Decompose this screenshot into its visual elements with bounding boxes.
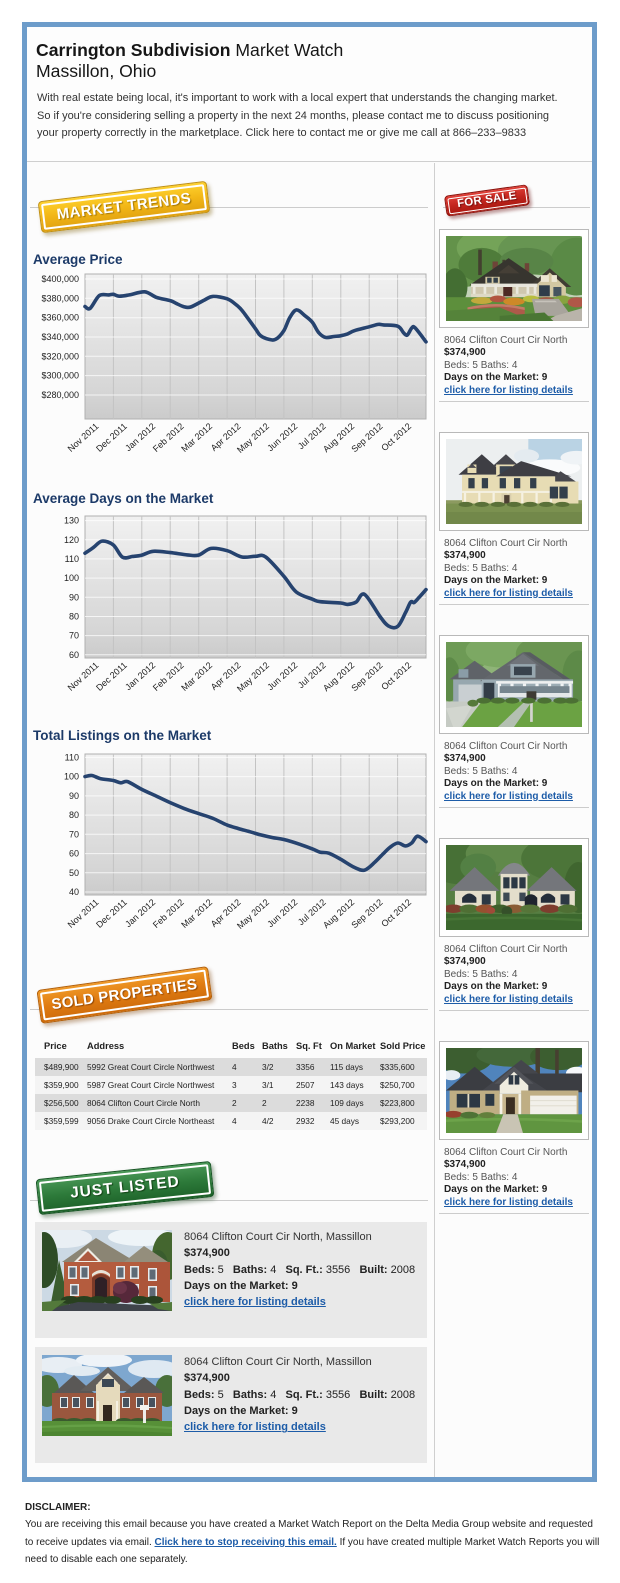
svg-text:$280,000: $280,000 bbox=[41, 390, 79, 400]
svg-text:Oct 2012: Oct 2012 bbox=[379, 897, 413, 929]
svg-text:Jun 2012: Jun 2012 bbox=[265, 660, 299, 692]
svg-text:70: 70 bbox=[69, 631, 79, 641]
svg-text:100: 100 bbox=[64, 573, 79, 583]
svg-text:110: 110 bbox=[65, 752, 79, 762]
svg-text:Oct 2012: Oct 2012 bbox=[379, 660, 413, 692]
svg-text:Sep 2012: Sep 2012 bbox=[349, 660, 384, 693]
svg-text:$360,000: $360,000 bbox=[41, 313, 79, 323]
svg-text:Mar 2012: Mar 2012 bbox=[179, 421, 214, 454]
svg-text:Jun 2012: Jun 2012 bbox=[265, 897, 299, 929]
svg-text:110: 110 bbox=[65, 554, 79, 564]
svg-text:80: 80 bbox=[69, 810, 79, 820]
svg-text:100: 100 bbox=[64, 772, 79, 782]
svg-text:Sep 2012: Sep 2012 bbox=[349, 897, 384, 930]
svg-text:Dec 2011: Dec 2011 bbox=[94, 660, 129, 693]
svg-text:$320,000: $320,000 bbox=[41, 351, 79, 361]
svg-text:130: 130 bbox=[64, 516, 79, 526]
svg-text:120: 120 bbox=[64, 535, 79, 545]
svg-text:90: 90 bbox=[69, 791, 79, 801]
svg-text:Dec 2011: Dec 2011 bbox=[94, 421, 129, 454]
svg-text:80: 80 bbox=[69, 612, 79, 622]
svg-text:60: 60 bbox=[69, 650, 79, 660]
svg-text:Oct 2012: Oct 2012 bbox=[379, 421, 413, 453]
svg-text:$400,000: $400,000 bbox=[41, 274, 79, 284]
svg-text:Jun 2012: Jun 2012 bbox=[265, 421, 299, 453]
svg-text:60: 60 bbox=[69, 849, 79, 859]
svg-text:90: 90 bbox=[69, 592, 79, 602]
svg-text:$380,000: $380,000 bbox=[41, 293, 79, 303]
svg-text:Sep 2012: Sep 2012 bbox=[349, 421, 384, 454]
svg-text:Mar 2012: Mar 2012 bbox=[179, 660, 214, 693]
svg-text:50: 50 bbox=[69, 868, 79, 878]
svg-text:40: 40 bbox=[69, 887, 79, 897]
svg-text:70: 70 bbox=[69, 829, 79, 839]
svg-text:$300,000: $300,000 bbox=[41, 371, 79, 381]
svg-text:Dec 2011: Dec 2011 bbox=[94, 897, 129, 930]
svg-text:$340,000: $340,000 bbox=[41, 332, 79, 342]
svg-text:Mar 2012: Mar 2012 bbox=[179, 897, 214, 930]
